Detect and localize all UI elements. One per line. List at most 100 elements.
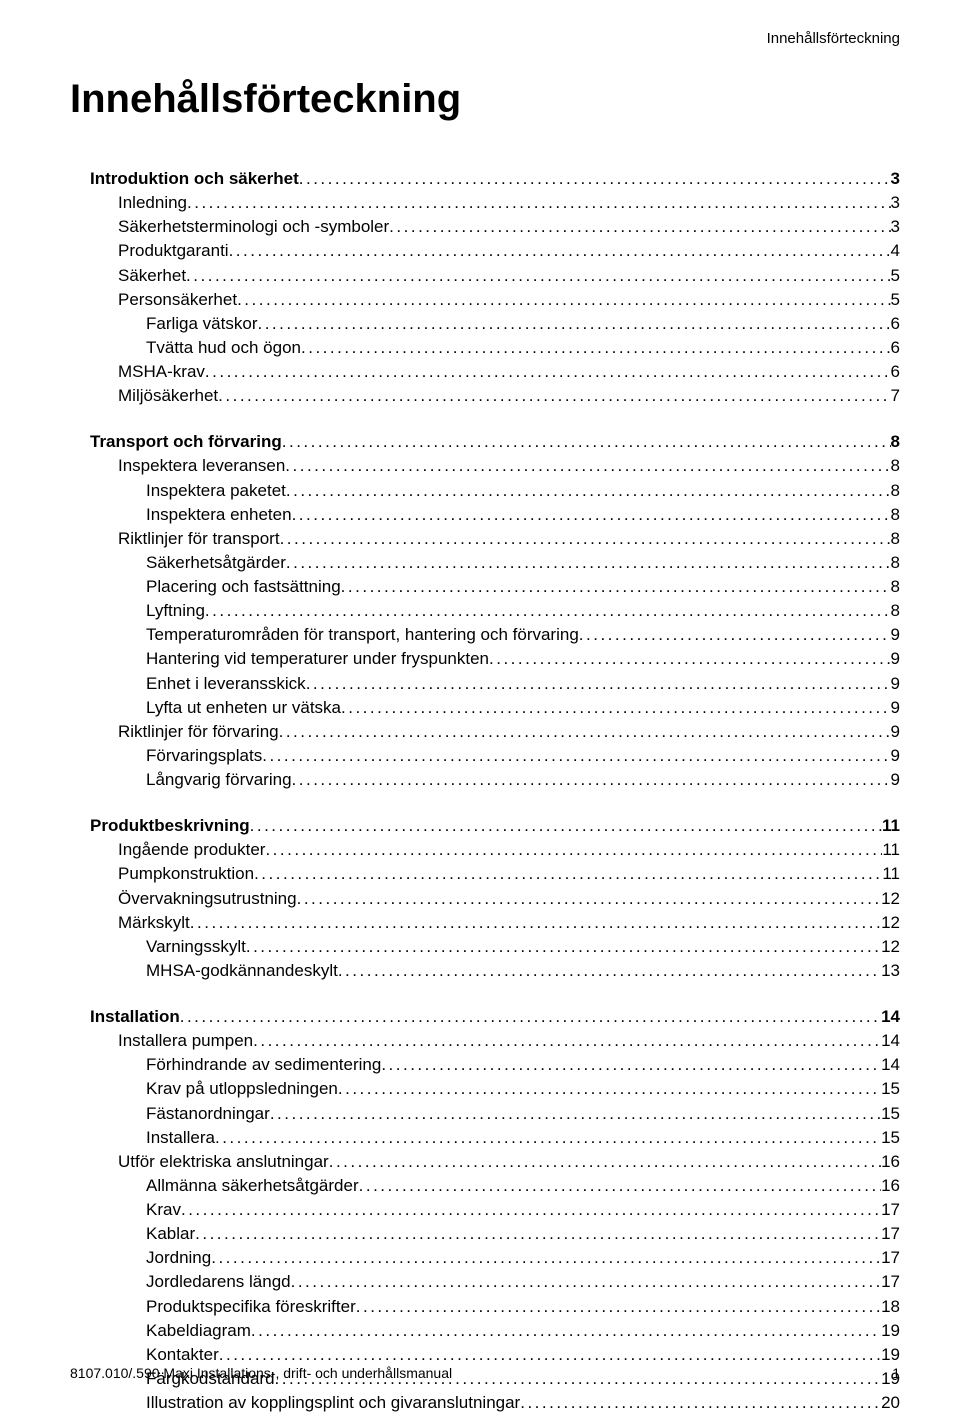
toc-label: Tvätta hud och ögon: [146, 336, 301, 360]
toc-page: 9: [891, 744, 900, 768]
toc-entry[interactable]: Enhet i leveransskick9: [70, 672, 900, 696]
toc-label: Enhet i leveransskick: [146, 672, 306, 696]
toc-entry[interactable]: Ingående produkter 11: [70, 838, 900, 862]
toc-leader: [205, 599, 891, 623]
toc-entry[interactable]: Illustration av kopplingsplint och givar…: [70, 1391, 900, 1415]
toc-entry[interactable]: Riktlinjer för transport8: [70, 527, 900, 551]
toc-leader: [291, 1270, 881, 1294]
toc-leader: [215, 1126, 881, 1150]
toc-entry[interactable]: Personsäkerhet5: [70, 288, 900, 312]
toc-entry[interactable]: Riktlinjer för förvaring9: [70, 720, 900, 744]
toc-entry[interactable]: Övervakningsutrustning12: [70, 887, 900, 911]
toc-entry[interactable]: Säkerhetsterminologi och -symboler3: [70, 215, 900, 239]
section-gap: [70, 408, 900, 430]
toc-leader: [338, 959, 881, 983]
toc-entry[interactable]: Placering och fastsättning8: [70, 575, 900, 599]
toc-entry[interactable]: Utför elektriska anslutningar16: [70, 1150, 900, 1174]
toc-entry[interactable]: Produktspecifika föreskrifter18: [70, 1295, 900, 1319]
toc-entry[interactable]: Kablar17: [70, 1222, 900, 1246]
toc-leader: [218, 384, 890, 408]
toc-page: 16: [881, 1174, 900, 1198]
toc-entry[interactable]: Märkskylt12: [70, 911, 900, 935]
toc-entry[interactable]: Pumpkonstruktion11: [70, 862, 900, 886]
toc-page: 8: [891, 527, 900, 551]
toc-page: 4: [891, 239, 900, 263]
toc-label: Transport och förvaring: [90, 430, 282, 454]
toc-entry[interactable]: Installera15: [70, 1126, 900, 1150]
toc-page: 16: [881, 1150, 900, 1174]
toc-page: 9: [891, 768, 900, 792]
toc-entry[interactable]: Varningsskylt12: [70, 935, 900, 959]
toc-page: 6: [891, 336, 900, 360]
toc-label: Introduktion och säkerhet: [90, 167, 299, 191]
toc-entry[interactable]: Temperaturområden för transport, hanteri…: [70, 623, 900, 647]
toc-entry[interactable]: Inledning3: [70, 191, 900, 215]
toc-entry[interactable]: Produktbeskrivning11: [70, 814, 900, 838]
toc-entry[interactable]: Jordledarens längd17: [70, 1270, 900, 1294]
toc-leader: [297, 887, 881, 911]
toc-entry[interactable]: Installera pumpen14: [70, 1029, 900, 1053]
toc-page: 15: [881, 1077, 900, 1101]
toc-entry[interactable]: Fästanordningar15: [70, 1102, 900, 1126]
toc-leader: [219, 1343, 881, 1367]
toc-label: Installera: [146, 1126, 215, 1150]
toc-label: Produktbeskrivning: [90, 814, 250, 838]
toc-leader: [356, 1295, 881, 1319]
toc-label: Förhindrande av sedimentering: [146, 1053, 381, 1077]
toc-entry[interactable]: MSHA-krav6: [70, 360, 900, 384]
toc-entry[interactable]: MHSA-godkännandeskylt13: [70, 959, 900, 983]
toc-entry[interactable]: Långvarig förvaring9: [70, 768, 900, 792]
toc-entry[interactable]: Säkerhetsåtgärder8: [70, 551, 900, 575]
toc-page: 12: [881, 887, 900, 911]
toc-entry[interactable]: Lyftning8: [70, 599, 900, 623]
toc-label: Fästanordningar: [146, 1102, 270, 1126]
toc-page: 9: [891, 720, 900, 744]
toc-label: Ingående produkter: [118, 838, 265, 862]
toc-entry[interactable]: Hantering vid temperaturer under fryspun…: [70, 647, 900, 671]
toc-entry[interactable]: Kabeldiagram 19: [70, 1319, 900, 1343]
toc-entry[interactable]: Förhindrande av sedimentering14: [70, 1053, 900, 1077]
toc-entry[interactable]: Inspektera paketet8: [70, 479, 900, 503]
toc-leader: [286, 479, 891, 503]
toc-label: Säkerhet: [118, 264, 186, 288]
toc-page: 17: [881, 1246, 900, 1270]
toc-leader: [389, 215, 890, 239]
toc-entry[interactable]: Kontakter19: [70, 1343, 900, 1367]
toc-leader: [270, 1102, 881, 1126]
toc-entry[interactable]: Inspektera enheten8: [70, 503, 900, 527]
toc-entry[interactable]: Transport och förvaring8: [70, 430, 900, 454]
toc-leader: [338, 1077, 881, 1101]
toc-entry[interactable]: Säkerhet5: [70, 264, 900, 288]
toc-page: 19: [881, 1319, 900, 1343]
toc-page: 11: [882, 838, 900, 862]
toc-leader: [381, 1053, 881, 1077]
toc-entry[interactable]: Krav på utloppsledningen15: [70, 1077, 900, 1101]
toc-label: Temperaturområden för transport, hanteri…: [146, 623, 579, 647]
toc-leader: [180, 1005, 881, 1029]
toc-label: Säkerhetsterminologi och -symboler: [118, 215, 389, 239]
toc-entry[interactable]: Krav17: [70, 1198, 900, 1222]
toc-entry[interactable]: Farliga vätskor6: [70, 312, 900, 336]
toc-entry[interactable]: Introduktion och säkerhet3: [70, 167, 900, 191]
toc-label: Jordledarens längd: [146, 1270, 291, 1294]
footer-left: 8107.010/.590 Maxi Installations-, drift…: [70, 1365, 452, 1381]
toc-page: 18: [881, 1295, 900, 1319]
toc-leader: [246, 935, 881, 959]
toc-label: Kablar: [146, 1222, 195, 1246]
toc-entry[interactable]: Tvätta hud och ögon 6: [70, 336, 900, 360]
toc-entry[interactable]: Jordning17: [70, 1246, 900, 1270]
toc-leader: [253, 1029, 881, 1053]
toc-label: Kabeldiagram: [146, 1319, 251, 1343]
toc-page: 8: [891, 479, 900, 503]
toc-entry[interactable]: Produktgaranti4: [70, 239, 900, 263]
toc-leader: [292, 503, 891, 527]
toc-entry[interactable]: Lyfta ut enheten ur vätska9: [70, 696, 900, 720]
toc-entry[interactable]: Inspektera leveransen8: [70, 454, 900, 478]
toc-entry[interactable]: Miljösäkerhet7: [70, 384, 900, 408]
page-title: Innehållsförteckning: [70, 77, 900, 122]
page-container: Innehållsförteckning Innehållsförtecknin…: [0, 0, 960, 1409]
toc-leader: [286, 551, 891, 575]
toc-entry[interactable]: Installation14: [70, 1005, 900, 1029]
toc-entry[interactable]: Förvaringsplats9: [70, 744, 900, 768]
toc-entry[interactable]: Allmänna säkerhetsåtgärder16: [70, 1174, 900, 1198]
